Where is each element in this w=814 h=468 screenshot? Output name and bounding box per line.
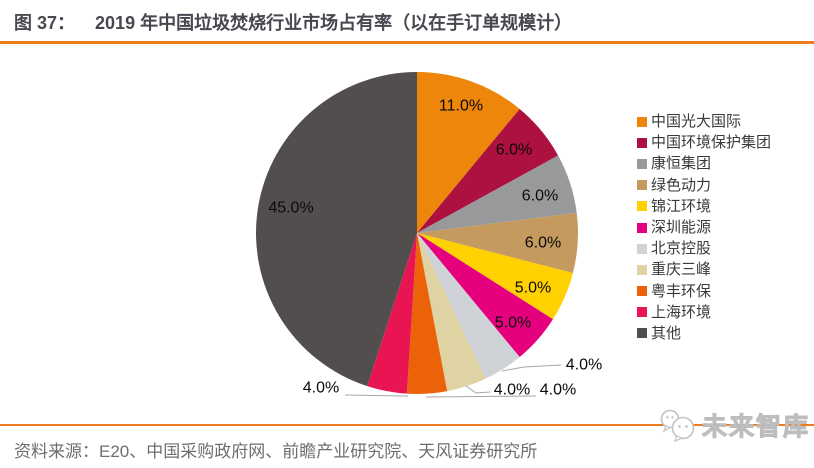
legend-item: 康恒集团 bbox=[637, 153, 771, 174]
label-leader-line bbox=[501, 364, 562, 372]
legend-label: 康恒集团 bbox=[651, 155, 712, 173]
pie-slice bbox=[406, 233, 448, 394]
pie-slice-label: 6.0% bbox=[525, 235, 561, 252]
label-leader-line bbox=[344, 394, 409, 397]
legend-swatch bbox=[637, 201, 647, 212]
legend-label: 深圳能源 bbox=[651, 219, 712, 237]
legend-swatch bbox=[637, 222, 647, 233]
legend-swatch bbox=[637, 180, 647, 191]
legend-item: 锦江环境 bbox=[637, 196, 771, 217]
legend-swatch bbox=[637, 243, 647, 254]
legend-swatch bbox=[637, 328, 647, 339]
legend-item: 绿色动力 bbox=[637, 175, 771, 196]
pie-slice-label: 45.0% bbox=[268, 200, 313, 217]
pie-slice bbox=[417, 108, 559, 233]
legend-label: 中国光大国际 bbox=[651, 113, 742, 131]
pie-slice bbox=[417, 212, 578, 274]
label-leader-line bbox=[425, 395, 537, 398]
legend-item: 中国环境保护集团 bbox=[637, 132, 771, 153]
legend-label: 北京控股 bbox=[651, 240, 712, 258]
pie-slice-label: 6.0% bbox=[522, 188, 558, 205]
chat-bubbles-icon bbox=[660, 409, 695, 442]
legend-item: 其他 bbox=[637, 323, 771, 344]
pie-slice bbox=[256, 72, 417, 387]
legend-label: 中国环境保护集团 bbox=[651, 134, 772, 152]
legend-label: 粤丰环保 bbox=[651, 282, 712, 300]
pie-slice-label: 4.0% bbox=[303, 380, 339, 397]
pie-slice bbox=[417, 233, 553, 358]
legend-item: 北京控股 bbox=[637, 238, 771, 259]
pie-slice-label: 11.0% bbox=[439, 98, 483, 115]
legend-item: 中国光大国际 bbox=[637, 111, 771, 132]
chart-legend: 中国光大国际中国环境保护集团 康恒集团绿色动力锦江环境深圳能源北京控股重庆三峰粤丰… bbox=[637, 111, 771, 344]
pie-slice-label: 5.0% bbox=[515, 280, 551, 297]
legend-swatch bbox=[637, 158, 647, 169]
legend-label: 绿色动力 bbox=[651, 176, 712, 194]
pie-slice-label: 5.0% bbox=[495, 315, 531, 332]
legend-label: 其他 bbox=[651, 324, 682, 342]
legend-item: 重庆三峰 bbox=[637, 259, 771, 280]
legend-swatch bbox=[637, 264, 647, 275]
pie-slice bbox=[417, 155, 577, 233]
watermark-text: 未来智库 bbox=[701, 413, 810, 442]
figure-number: 图 37： bbox=[14, 13, 76, 33]
pie-slice bbox=[417, 233, 486, 392]
legend-item: 粤丰环保 bbox=[637, 281, 771, 302]
legend-label: 上海环境 bbox=[651, 303, 712, 321]
pie-slice-label: 6.0% bbox=[496, 142, 532, 159]
pie-slice-label: 4.0% bbox=[540, 382, 576, 399]
legend-swatch bbox=[637, 307, 647, 318]
figure-title: 图 37： 2019 年中国垃圾焚烧行业市场占有率（以在手订单规模计） bbox=[14, 9, 572, 35]
legend-item: 上海环境 bbox=[637, 302, 771, 323]
pie-slice bbox=[417, 233, 520, 379]
pie-slice bbox=[367, 233, 417, 394]
legend-swatch bbox=[637, 286, 647, 297]
legend-swatch bbox=[637, 116, 647, 127]
legend-label: 锦江环境 bbox=[651, 197, 712, 215]
watermark: 未来智库 bbox=[657, 407, 810, 443]
source-note: 资料来源：E20、中国采购政府网、前瞻产业研究院、天风证券研究所 bbox=[14, 442, 538, 461]
label-leader-line bbox=[465, 385, 491, 394]
legend-item: 深圳能源 bbox=[637, 217, 771, 238]
legend-swatch bbox=[637, 137, 647, 148]
pie-slice bbox=[417, 72, 520, 233]
figure-title-text: 2019 年中国垃圾焚烧行业市场占有率（以在手订单规模计） bbox=[95, 13, 573, 33]
legend-label: 重庆三峰 bbox=[651, 261, 712, 279]
title-divider bbox=[0, 41, 814, 44]
pie-slice-label: 4.0% bbox=[566, 357, 602, 374]
footer-divider bbox=[0, 424, 814, 426]
pie-slice-label: 4.0% bbox=[494, 382, 530, 399]
pie-slice bbox=[417, 233, 573, 320]
